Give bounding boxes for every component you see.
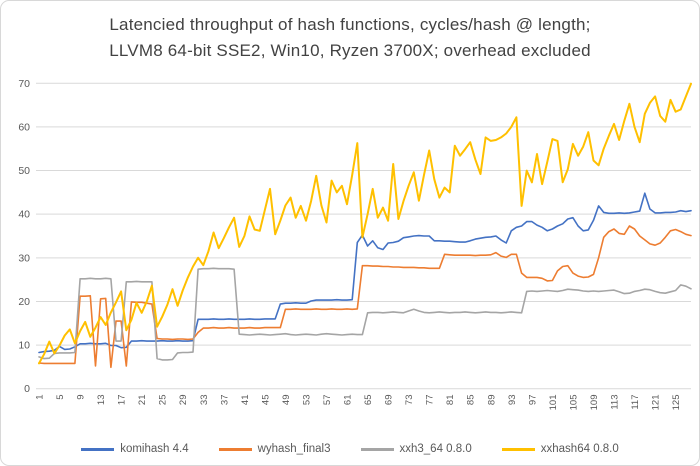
- x-tick-label-1: 1: [35, 395, 46, 400]
- x-tick-label-125: 125: [671, 395, 682, 411]
- x-tick-label-25: 25: [158, 395, 169, 406]
- legend-item-xxhash64-0-8-0[interactable]: xxhash64 0.8.0: [501, 443, 619, 455]
- x-tick-label-109: 109: [589, 395, 600, 411]
- legend-line-sample: [360, 447, 394, 451]
- y-tick-label-70: 70: [18, 78, 30, 90]
- x-tick-label-85: 85: [466, 395, 477, 406]
- x-tick-label-121: 121: [651, 395, 662, 411]
- x-tick-label-13: 13: [96, 395, 107, 406]
- chart-title-line2: LLVM8 64-bit SSE2, Win10, Ryzen 3700X; o…: [109, 40, 591, 60]
- x-tick-label-81: 81: [445, 395, 456, 406]
- x-tick-label-37: 37: [219, 395, 230, 406]
- x-tick-label-77: 77: [425, 395, 436, 406]
- x-tick-label-57: 57: [322, 395, 333, 406]
- y-tick-label-40: 40: [18, 209, 30, 221]
- x-tick-label-45: 45: [260, 395, 271, 406]
- x-tick-label-61: 61: [343, 395, 354, 406]
- x-tick-label-49: 49: [281, 395, 292, 406]
- gridlines: [36, 82, 691, 390]
- series-line-komihash-4-4[interactable]: [38, 192, 692, 354]
- legend-label: xxhash64 0.8.0: [540, 443, 619, 455]
- y-tick-label-50: 50: [18, 165, 30, 177]
- y-tick-label-0: 0: [24, 383, 30, 395]
- x-tick-label-29: 29: [178, 395, 189, 406]
- x-tick-label-89: 89: [486, 395, 497, 406]
- x-axis-labels: 1 5 9 13 17 21 25 29 33 37 41 45 49 53 57 61 65 69 73 77 81 8…: [35, 395, 683, 411]
- chart-title-line1: Latencied throughput of hash functions, …: [109, 15, 591, 34]
- x-tick-label-117: 117: [630, 395, 641, 410]
- legend: komihash 4.4 wyhash_final3 xxh3_64 0.8.0 xx…: [1, 443, 699, 455]
- legend-item-xxh3-64-0-8-0[interactable]: xxh3_64 0.8.0: [360, 443, 472, 455]
- x-tick-label-73: 73: [404, 395, 415, 406]
- series-lines: [38, 82, 692, 369]
- x-tick-label-113: 113: [609, 395, 620, 410]
- x-tick-label-101: 101: [548, 395, 559, 411]
- series-line-xxh3-64-0-8-0[interactable]: [38, 267, 692, 361]
- legend-label: komihash 4.4: [120, 443, 189, 455]
- y-tick-label-20: 20: [18, 296, 30, 308]
- x-tick-label-105: 105: [568, 395, 579, 411]
- legend-line-sample: [218, 447, 252, 451]
- x-tick-label-53: 53: [301, 395, 312, 406]
- series-line-xxhash64-0-8-0[interactable]: [38, 82, 692, 365]
- y-tick-label-10: 10: [18, 340, 30, 352]
- x-tick-label-17: 17: [117, 395, 128, 406]
- x-tick-label-33: 33: [199, 395, 210, 406]
- series-line-wyhash-final3[interactable]: [38, 225, 692, 369]
- x-tick-label-93: 93: [507, 395, 518, 406]
- legend-item-wyhash-final3[interactable]: wyhash_final3: [218, 443, 331, 455]
- x-tick-label-5: 5: [55, 395, 66, 400]
- legend-item-komihash-4-4[interactable]: komihash 4.4: [81, 443, 189, 455]
- x-tick-label-97: 97: [527, 395, 538, 406]
- y-axis-labels: 0 10 20 30 40 50 60 70: [18, 78, 30, 395]
- legend-label: wyhash_final3: [257, 443, 331, 455]
- legend-line-sample: [501, 447, 535, 451]
- chart-title: Latencied throughput of hash functions, …: [1, 12, 699, 64]
- x-tick-label-65: 65: [363, 395, 374, 406]
- x-tick-label-69: 69: [384, 395, 395, 406]
- x-tick-label-41: 41: [240, 395, 251, 406]
- legend-label: xxh3_64 0.8.0: [399, 443, 472, 455]
- y-tick-label-30: 30: [18, 252, 30, 264]
- legend-line-sample: [81, 447, 115, 451]
- y-tick-label-60: 60: [18, 121, 30, 133]
- x-tick-label-21: 21: [137, 395, 148, 406]
- x-tick-label-9: 9: [76, 395, 87, 400]
